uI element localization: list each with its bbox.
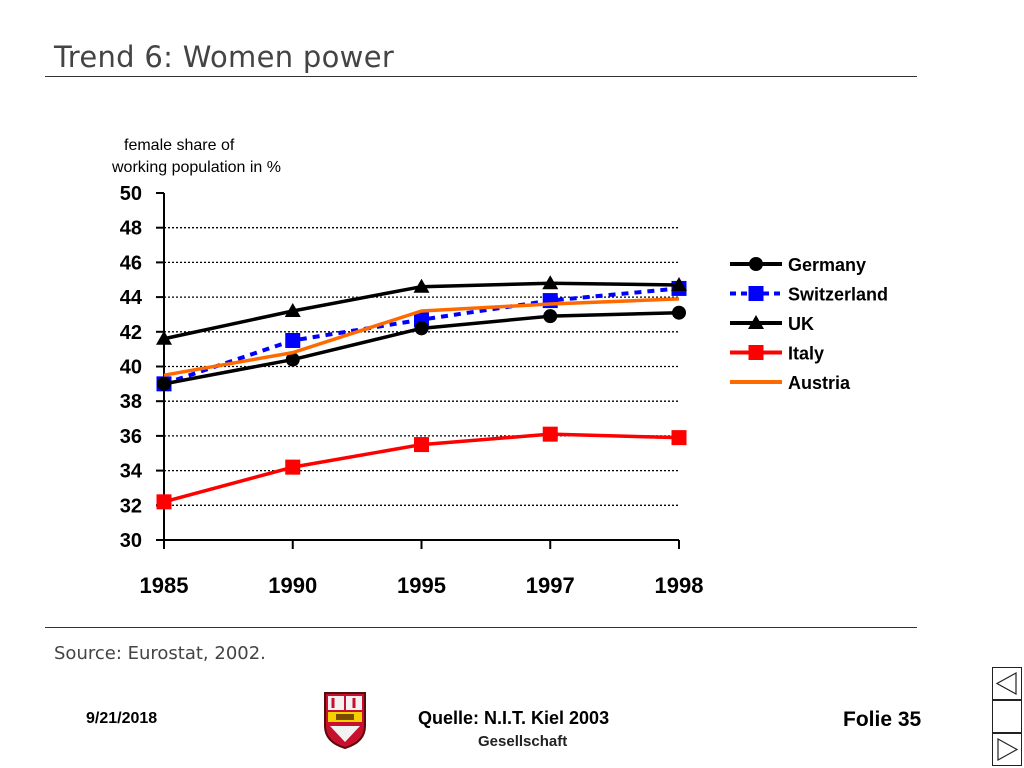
y-tick-label: 42 [120, 322, 142, 344]
series [156, 275, 687, 510]
data-point [285, 352, 300, 367]
data-point [543, 309, 558, 324]
data-point [542, 275, 559, 290]
legend-item-germany: Germany [730, 255, 866, 275]
data-point [748, 286, 764, 301]
data-point [414, 321, 429, 336]
y-tick-label: 30 [120, 530, 142, 552]
data-point [284, 302, 301, 317]
series-line [163, 297, 680, 377]
y-tick-label: 38 [120, 391, 142, 413]
series-germany [157, 305, 686, 391]
legend-label: Italy [788, 344, 824, 364]
footer-date: 9/21/2018 [86, 710, 158, 727]
series-uk [156, 275, 687, 345]
slide-title: Trend 6: Women power [54, 40, 395, 74]
title-divider [45, 76, 917, 77]
previous-slide-button[interactable] [992, 667, 1022, 700]
legend-label: Switzerland [788, 285, 888, 305]
data-point [156, 330, 172, 345]
line-chart: female share of working population in % 3… [111, 137, 888, 598]
data-point [748, 315, 764, 329]
series-italy [156, 426, 687, 510]
x-tick-label: 1990 [268, 573, 317, 598]
y-tick-label: 34 [120, 461, 143, 483]
data-point [285, 459, 301, 475]
triangle-left-icon [995, 671, 1017, 696]
slide-number: Folie 35 [843, 708, 922, 731]
y-tick-label: 50 [120, 183, 142, 205]
data-point [414, 437, 429, 453]
data-point [285, 332, 301, 348]
legend-item-switzerland: Switzerland [730, 285, 888, 305]
x-tick-label: 1985 [140, 573, 189, 598]
y-tick-label: 36 [120, 426, 142, 448]
x-tick-label: 1997 [526, 573, 575, 598]
data-point [542, 426, 558, 442]
axes: 30 32 34 36 38 40 42 44 46 48 50 1985 1990 1995 1997 19… [120, 183, 704, 598]
legend-label: Germany [788, 255, 866, 275]
next-slide-button[interactable] [992, 733, 1022, 766]
footer-source: Quelle: N.I.T. Kiel 2003 [418, 708, 610, 728]
y-tick-label: 48 [120, 218, 142, 240]
y-tick-label: 40 [120, 357, 142, 379]
data-point [749, 257, 763, 271]
crest-logo [324, 692, 366, 750]
y-axis-label: female share of working population in % [111, 137, 281, 176]
blank-nav-button[interactable] [992, 700, 1022, 733]
gridlines [164, 227, 679, 506]
footer-subtitle: Gesellschaft [478, 733, 568, 750]
x-tick-label: 1995 [397, 573, 446, 598]
legend-item-italy: Italy [730, 344, 824, 364]
data-point [156, 494, 172, 510]
data-point [671, 430, 687, 446]
data-point [157, 376, 171, 391]
legend-item-austria: Austria [730, 373, 851, 393]
legend-item-uk: UK [730, 314, 814, 334]
legend: Germany Switzerland UK Italy Austria [730, 255, 888, 393]
y-tick-label: 32 [120, 495, 142, 517]
legend-label: Austria [788, 373, 851, 393]
legend-label: UK [788, 314, 814, 334]
series-austria [163, 297, 680, 377]
source-note: Source: Eurostat, 2002. [54, 643, 266, 664]
data-point [671, 276, 687, 291]
y-tick-label: 46 [120, 252, 142, 274]
data-point [748, 345, 764, 360]
triangle-right-icon [997, 737, 1019, 762]
source-divider [45, 627, 917, 628]
data-point [413, 278, 430, 293]
y-tick-label: 44 [120, 287, 143, 309]
data-point [672, 305, 686, 320]
x-tick-label: 1998 [655, 573, 704, 598]
